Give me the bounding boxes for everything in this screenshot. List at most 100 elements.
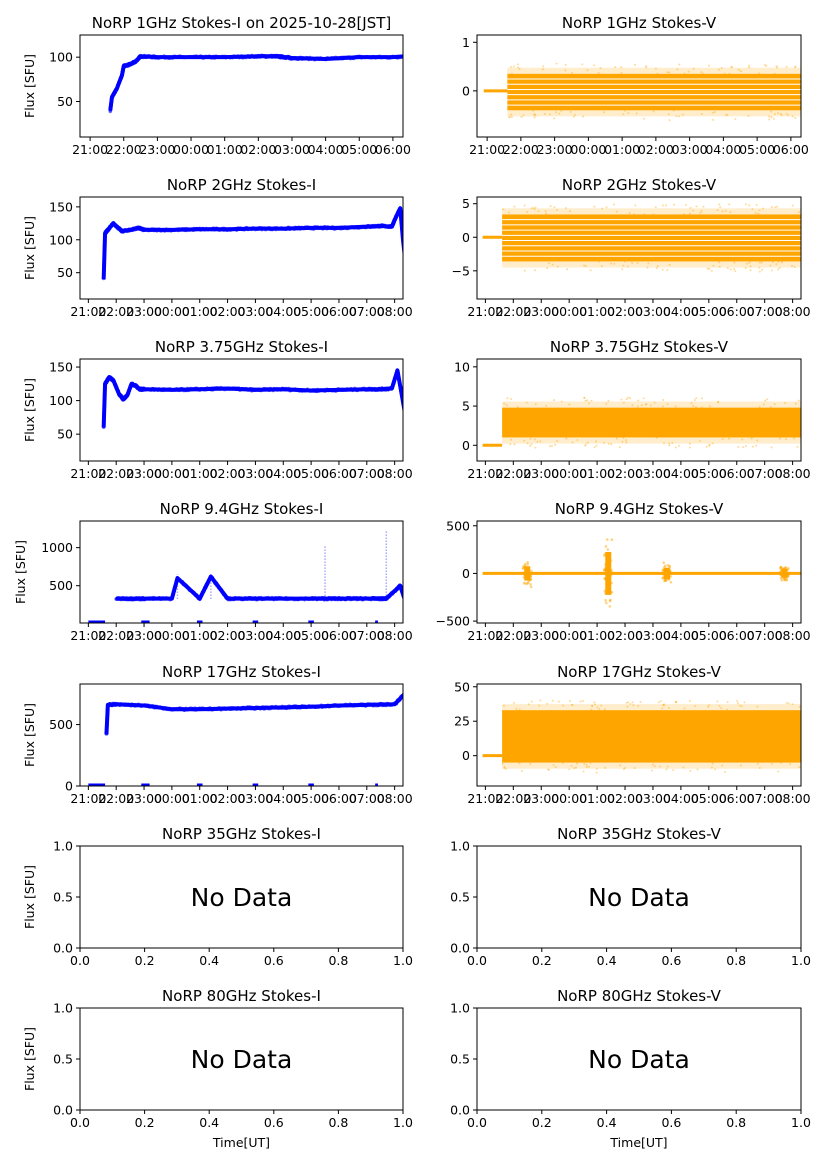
data-point: [517, 66, 520, 69]
data-point: [652, 213, 655, 216]
data-point: [602, 554, 606, 557]
data-point: [549, 205, 552, 208]
data-point: [405, 717, 409, 721]
x-tick-label: 0.2: [532, 1115, 552, 1130]
data-point: [421, 54, 425, 58]
data-point: [522, 114, 525, 117]
y-tick-label: 0.5: [53, 890, 73, 905]
data-point: [595, 771, 598, 774]
data-point: [728, 203, 731, 206]
data-point: [404, 603, 408, 607]
data-point: [720, 707, 723, 710]
x-tick-label: 06:00: [773, 142, 809, 157]
data-point: [646, 266, 649, 269]
data-point: [758, 767, 761, 770]
x-tick-label: 04:00: [705, 142, 741, 157]
data-point: [590, 708, 593, 711]
x-tick-label: 23:00: [523, 304, 559, 319]
data-point: [419, 53, 423, 57]
data-point: [805, 111, 807, 113]
data-point: [419, 52, 423, 56]
x-tick-label: 22:00: [98, 304, 134, 319]
data-point: [593, 446, 596, 449]
data-point: [405, 716, 409, 720]
data-point: [784, 401, 787, 404]
data-point: [586, 69, 589, 72]
data-point: [416, 50, 420, 54]
axes-frame: [476, 34, 802, 138]
data-point: [415, 52, 419, 56]
data-point: [506, 397, 509, 400]
y-tick-label: 0: [462, 230, 470, 245]
data-point: [713, 768, 716, 771]
data-point: [404, 691, 408, 695]
data-point: [404, 263, 408, 267]
x-tick-label: 06:00: [375, 142, 411, 157]
data-point: [604, 545, 608, 548]
axes-frame: [79, 196, 404, 300]
x-tick-label: 0.6: [661, 953, 681, 968]
data-point: [416, 50, 420, 54]
data-point: [405, 720, 409, 724]
data-point: [405, 723, 409, 727]
data-point: [625, 701, 628, 704]
data-point: [545, 212, 548, 215]
data-point: [573, 767, 576, 770]
data-point: [513, 443, 516, 446]
data-point: [405, 708, 409, 712]
data-point: [582, 115, 585, 118]
data-point: [550, 444, 553, 447]
x-tick-label: 08:00: [775, 628, 811, 643]
data-point: [532, 109, 535, 112]
data-point: [527, 703, 530, 706]
data-point: [405, 710, 409, 714]
data-point: [502, 704, 505, 707]
x-tick-label: 08:00: [377, 791, 413, 806]
data-point: [716, 209, 719, 212]
x-tick-label: 03:00: [635, 304, 671, 319]
data-point: [743, 701, 746, 704]
x-tick-label: 01:00: [207, 142, 243, 157]
data-point: [417, 50, 421, 54]
data-point: [405, 274, 409, 278]
x-tick-label: 00:00: [551, 628, 587, 643]
data-point: [728, 72, 731, 75]
plot-area: [482, 538, 801, 608]
data-point: [594, 703, 597, 706]
data-point: [416, 52, 420, 56]
data-point: [779, 437, 782, 440]
x-tick-label: 06:00: [321, 304, 357, 319]
y-tick-label: 0.0: [53, 941, 73, 956]
data-point: [404, 600, 408, 604]
data-point: [780, 261, 783, 264]
data-point: [687, 70, 690, 73]
data-point: [420, 53, 424, 57]
data-point: [419, 53, 423, 57]
panel-1GHz-V: NoRP 1GHz Stokes-V 0 1 21:0022:0023:0000:00…: [462, 14, 809, 157]
panel-title: NoRP 3.75GHz Stokes-I: [155, 338, 328, 356]
data-point: [734, 270, 737, 273]
data-point: [415, 52, 419, 56]
data-point: [421, 53, 425, 57]
data-point: [586, 441, 589, 444]
data-point: [503, 402, 506, 405]
data-point: [711, 442, 714, 445]
data-point: [700, 112, 703, 115]
x-axis-label: Time[UT]: [212, 1135, 270, 1150]
x-tick-label: 06:00: [719, 791, 755, 806]
data-point: [593, 701, 596, 704]
data-point: [562, 704, 565, 707]
data-point: [627, 112, 630, 115]
data-point: [662, 704, 665, 707]
data-point: [556, 265, 559, 268]
x-tick-label: 0.4: [199, 953, 219, 968]
x-tick-label: 00:00: [154, 466, 190, 481]
y-tick-label: 1.0: [53, 839, 73, 854]
data-point: [409, 54, 413, 58]
x-tick-label: 01:00: [182, 791, 218, 806]
data-point: [420, 53, 424, 57]
data-point: [503, 765, 506, 768]
data-point: [763, 63, 766, 66]
x-tick-label: 05:00: [293, 466, 329, 481]
data-point: [688, 700, 691, 703]
